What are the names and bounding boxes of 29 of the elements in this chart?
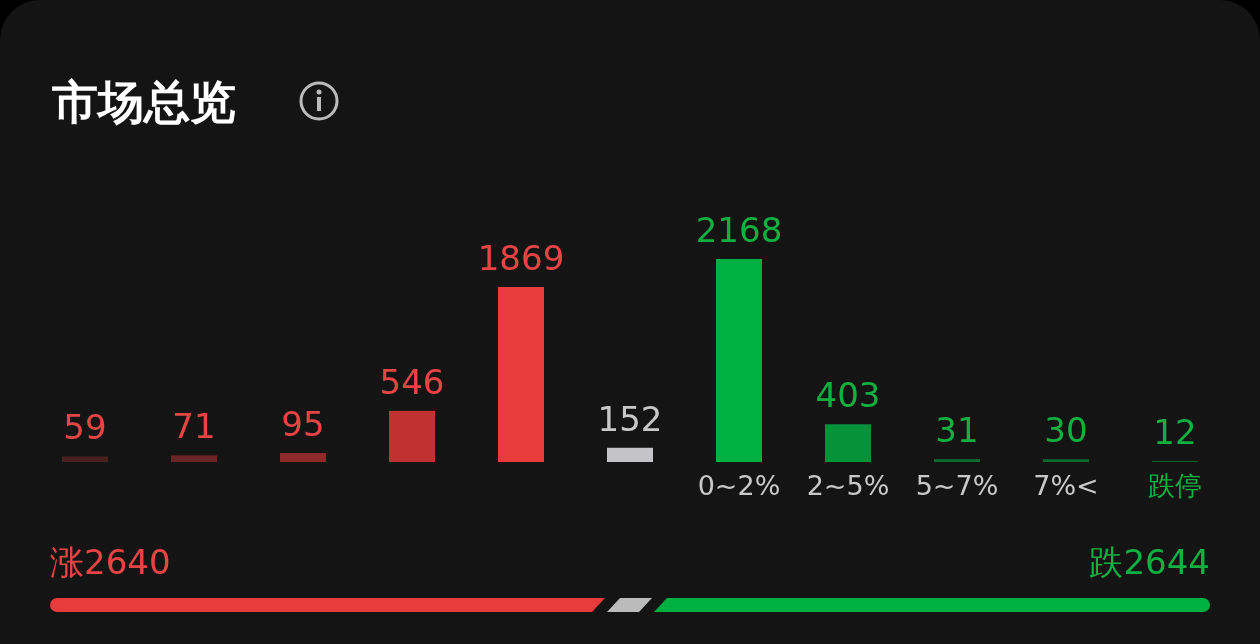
bar — [607, 447, 653, 462]
x-tick-label: 5~7% — [915, 470, 999, 501]
text: 跌2644 — [1089, 542, 1210, 582]
bar — [716, 259, 762, 462]
bar — [389, 410, 435, 462]
bar — [1043, 459, 1089, 462]
x-tick-label: 0~2% — [697, 470, 781, 501]
x-tick-label: 7%< — [1033, 470, 1099, 501]
bar — [498, 287, 544, 462]
data-label: 2168 — [695, 210, 783, 250]
data-label: 12 — [1153, 411, 1197, 452]
chart-title: 市场总览 — [52, 75, 236, 129]
data-label: 30 — [1044, 410, 1088, 451]
data-label: 59 — [63, 407, 107, 448]
data-label: 71 — [172, 406, 216, 447]
x-tick-label: 2~5% — [806, 470, 890, 501]
bar — [62, 456, 108, 462]
text: 涨2640 — [50, 542, 171, 582]
data-label: 1869 — [477, 238, 565, 278]
bar — [171, 455, 217, 462]
bar — [934, 459, 980, 462]
data-label: 152 — [597, 398, 663, 439]
bar — [280, 453, 326, 462]
data-label: 31 — [935, 410, 979, 451]
x-tick-label: 跌停 — [1148, 470, 1202, 501]
bar — [825, 424, 871, 462]
data-label: 546 — [379, 361, 445, 402]
data-label: 403 — [815, 375, 881, 416]
data-label: 95 — [281, 404, 325, 445]
